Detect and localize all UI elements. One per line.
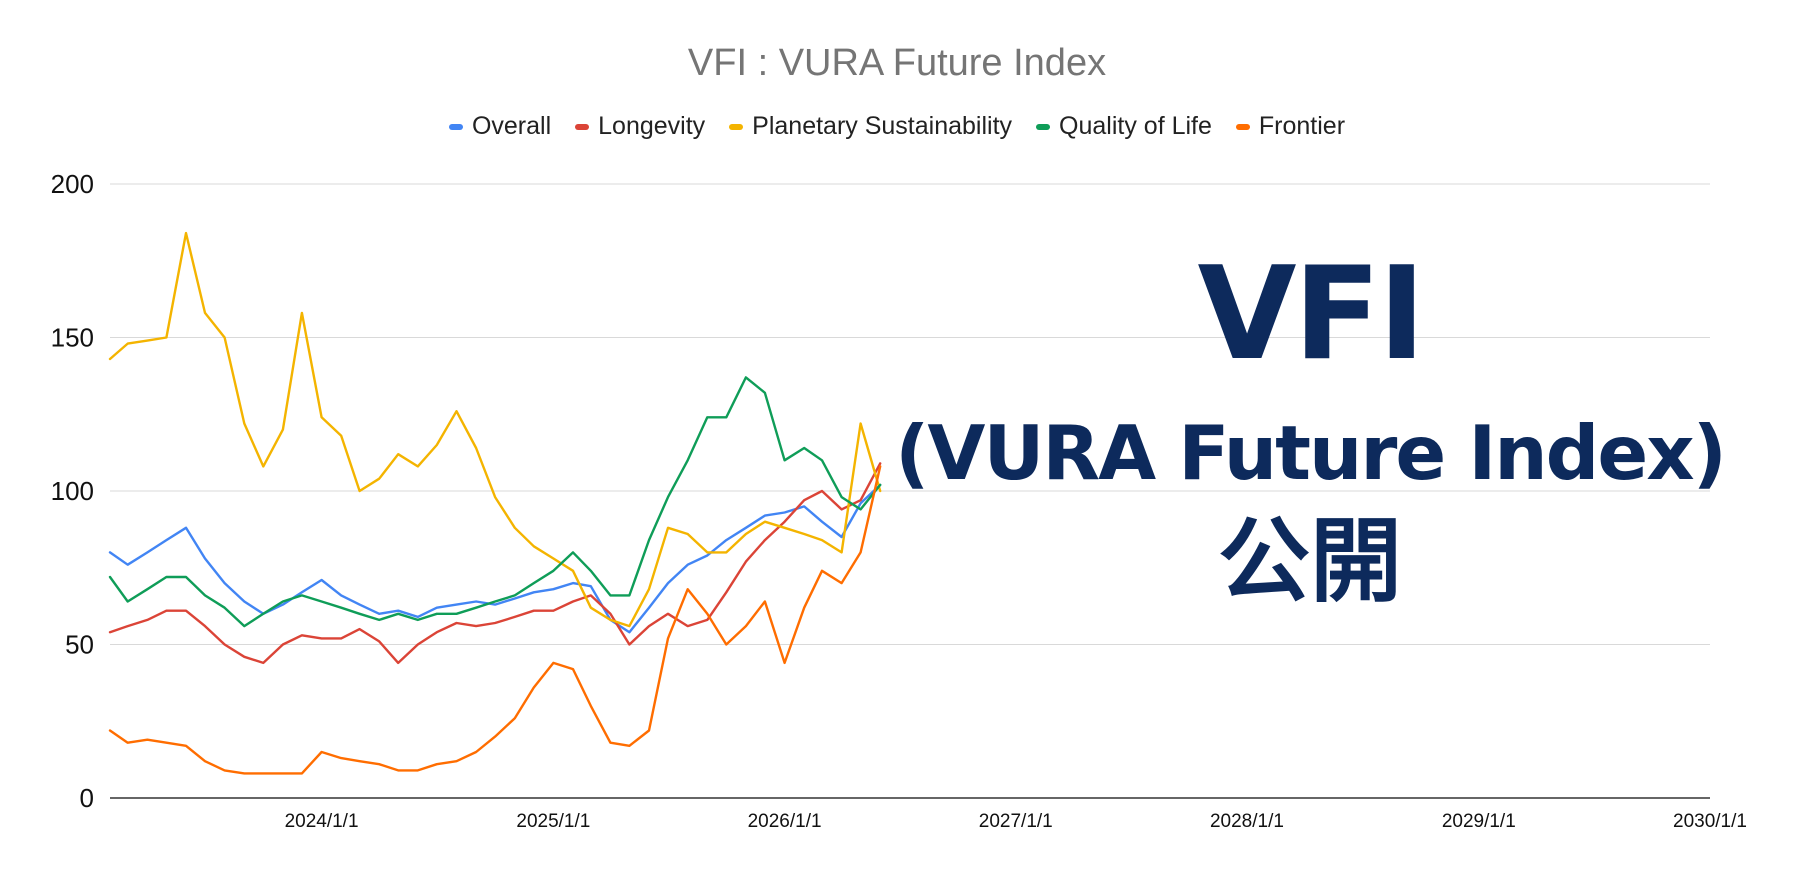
legend-item-planetary-sustainability[interactable]: Planetary Sustainability [729,112,1012,141]
legend-item-overall[interactable]: Overall [448,112,552,141]
x-tick-label: 2024/1/1 [285,811,359,832]
y-tick-label: 150 [51,323,94,353]
series-lines [108,231,882,775]
x-tick-label: 2026/1/1 [748,811,822,832]
legend-swatch-quality-of-life [1036,123,1051,130]
x-tick-label: 2027/1/1 [979,811,1053,832]
series-line-overall [108,483,882,634]
legend-label-overall: Overall [471,112,552,140]
legend-swatch-planetary-sustainability [729,123,744,130]
x-tick-label: 2030/1/1 [1673,811,1747,832]
x-tick-label: 2029/1/1 [1442,811,1516,832]
overlay-heading: VFI [1197,240,1425,389]
legend-swatch-frontier [1235,123,1250,130]
legend-item-longevity[interactable]: Longevity [575,112,705,141]
legend-item-quality-of-life[interactable]: Quality of Life [1036,112,1212,141]
legend-label-longevity: Longevity [598,112,706,140]
series-line-longevity [108,462,882,665]
overlay-announcement: 公開 [1217,508,1402,615]
x-tick-label: 2025/1/1 [516,811,590,832]
series-line-frontier [108,465,882,775]
chart-title: VFI : VURA Future Index [687,42,1107,84]
y-tick-label: 0 [80,783,94,813]
y-axis-ticks: 0 50 100 150 200 [51,169,94,813]
series-line-planetary-sustainability [108,231,882,628]
legend-swatch-overall [448,123,463,130]
legend-swatch-longevity [575,123,590,130]
legend-item-frontier[interactable]: Frontier [1235,112,1346,141]
legend-label-frontier: Frontier [1258,112,1346,140]
legend-label-quality-of-life: Quality of Life [1059,112,1212,140]
y-tick-label: 200 [51,169,94,199]
x-tick-label: 2028/1/1 [1210,811,1284,832]
legend-label-planetary-sustainability: Planetary Sustainability [752,112,1013,140]
y-tick-label: 100 [51,476,94,506]
x-axis-ticks: 2024/1/1 2025/1/1 2026/1/1 2027/1/1 2028/1/1… [285,811,1747,832]
grid-lines [110,183,1710,645]
series-line-quality-of-life [108,376,882,628]
y-tick-label: 50 [65,630,94,660]
legend: Overall Longevity Planetary Sustainabili… [0,112,1794,141]
overlay-subheading: (VURA Future Index) [895,409,1727,497]
